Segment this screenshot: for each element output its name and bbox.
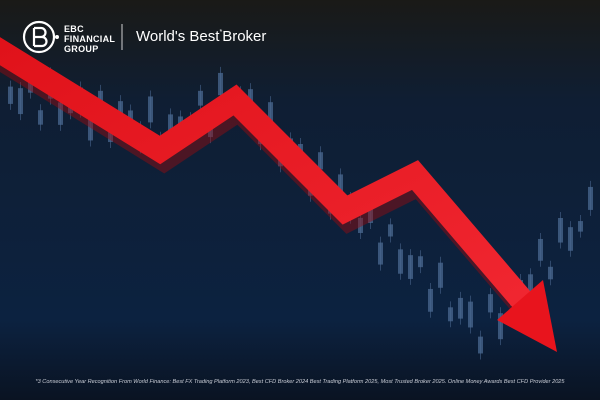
candle-body xyxy=(318,152,323,170)
candle-body xyxy=(38,110,43,125)
candle-body xyxy=(88,116,93,141)
arrow-body xyxy=(0,37,532,308)
candle-body xyxy=(448,307,453,322)
logo-ring xyxy=(22,20,56,54)
tagline-tail: Broker xyxy=(222,28,267,45)
tagline: World's Best*Broker xyxy=(136,28,266,45)
tagline-mark: * xyxy=(219,29,223,36)
tagline-lead: World's Best xyxy=(136,28,220,45)
candle-body xyxy=(478,336,483,354)
candle-body xyxy=(18,88,23,115)
candle-body xyxy=(338,174,343,201)
candle-body xyxy=(488,294,493,313)
candle-body xyxy=(388,224,393,237)
candle-body xyxy=(578,221,583,232)
logo-line: FINANCIAL xyxy=(64,34,116,44)
candle-body xyxy=(398,249,403,274)
candle-body xyxy=(528,274,533,300)
candle-body xyxy=(458,297,463,319)
footnote: *3 Consecutive Year Recognition From Wor… xyxy=(35,379,565,385)
candle-body xyxy=(98,90,103,103)
candle-body xyxy=(538,238,543,261)
candle-body xyxy=(168,114,173,132)
candle-body xyxy=(558,217,563,243)
candle-body xyxy=(198,90,203,106)
arrow-head xyxy=(497,280,557,352)
candle-body xyxy=(588,186,593,210)
logo-dot xyxy=(55,35,59,39)
candle-body xyxy=(148,96,153,123)
logo-line: EBC xyxy=(64,24,84,34)
logo-letter xyxy=(32,26,48,48)
candle-body xyxy=(418,256,423,268)
candle-body xyxy=(468,301,473,328)
candle-body xyxy=(378,242,383,265)
candle-body xyxy=(548,266,553,280)
candle-body xyxy=(268,102,273,125)
candle-body xyxy=(408,255,413,279)
candle-body xyxy=(568,227,573,251)
candle-body xyxy=(218,72,223,96)
logo-emblem xyxy=(22,20,59,54)
logo-line: GROUP xyxy=(64,44,99,54)
candle-body xyxy=(438,262,443,288)
candle-body xyxy=(58,102,63,125)
candle-body xyxy=(8,86,13,104)
candle-body xyxy=(358,217,363,234)
candle-body xyxy=(428,288,433,312)
candle-body xyxy=(498,313,503,340)
